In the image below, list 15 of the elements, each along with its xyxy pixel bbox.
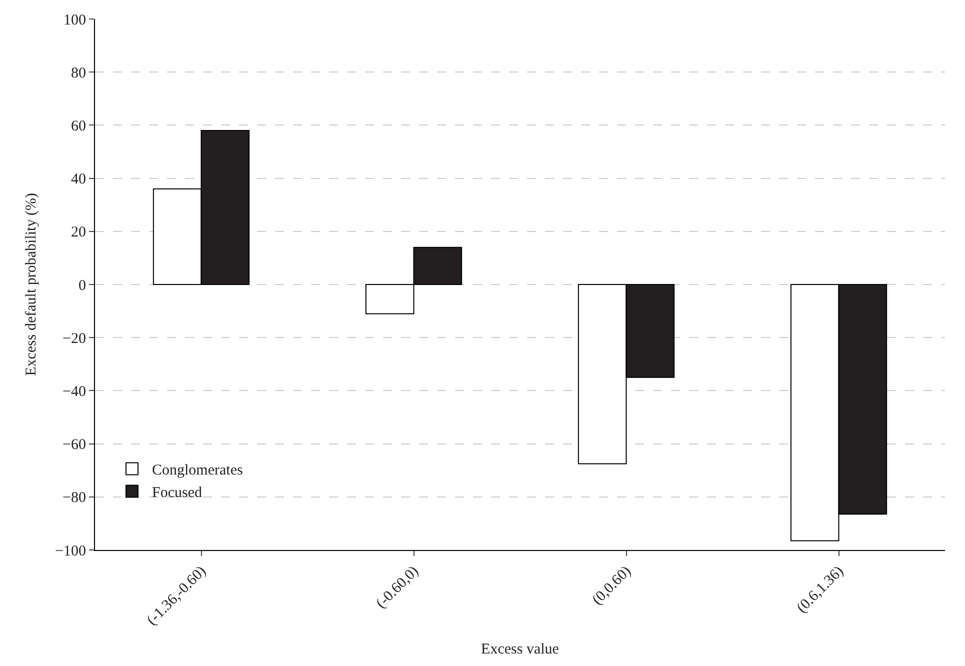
x-axis-title: Excess value <box>481 642 560 658</box>
y-tick-label: −100 <box>55 543 86 560</box>
y-tick-label: −40 <box>62 384 86 400</box>
y-tick-label: 0 <box>78 278 86 294</box>
y-tick-label: −20 <box>62 330 86 347</box>
y-tick-label: 20 <box>71 224 86 241</box>
y-tick-label: 60 <box>71 118 86 134</box>
y-tick-label: 80 <box>71 65 86 82</box>
y-tick-label: 40 <box>71 172 86 188</box>
legend-label: Focused <box>152 485 202 502</box>
y-tick-label: −60 <box>62 437 86 454</box>
legend-label: Conglomerates <box>152 462 243 479</box>
y-tick-label: 100 <box>64 12 86 28</box>
y-axis-title: Excess default probability (%) <box>23 193 40 376</box>
y-tick-label: −80 <box>62 490 86 506</box>
